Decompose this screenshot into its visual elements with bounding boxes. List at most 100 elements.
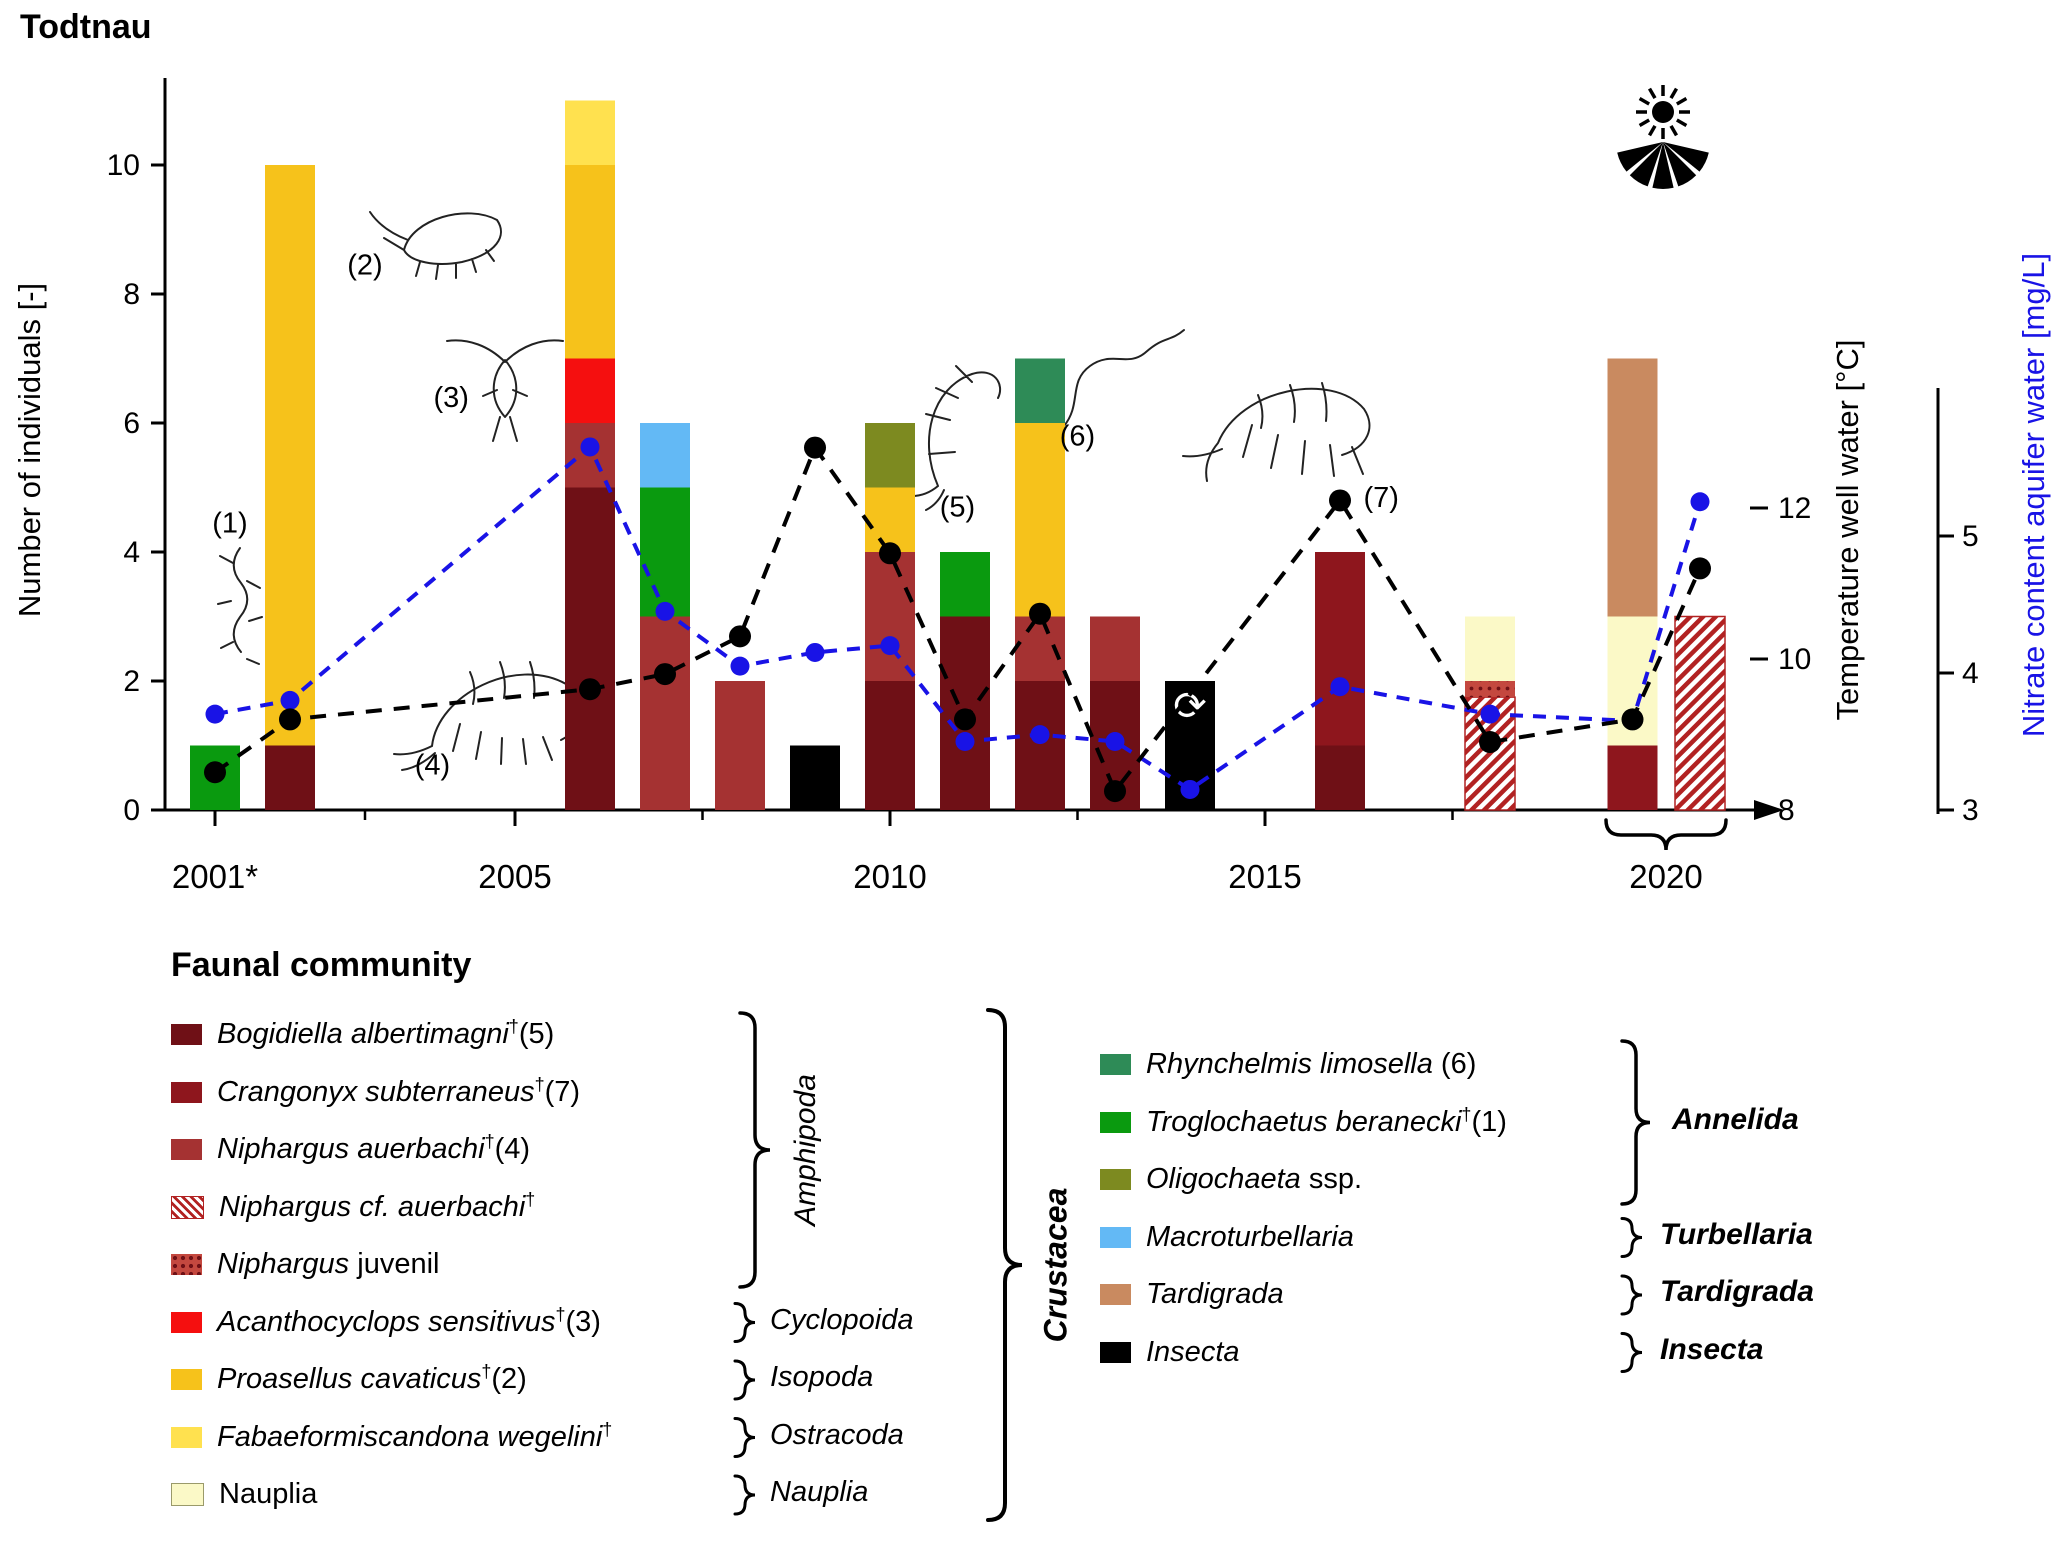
- legend-item-label: Insecta: [1146, 1335, 1240, 1368]
- y-tick-label: 4: [123, 536, 140, 569]
- legend-item-label: Rhynchelmis limosella (6): [1146, 1048, 1477, 1080]
- legend-item-oligochaeta: Oligochaeta ssp.: [1100, 1163, 1362, 1196]
- nauplia-brace: [733, 1474, 756, 1516]
- organism-sketch-5-bogidiella: [911, 365, 1001, 511]
- legend-group-label-ostracoda: Ostracoda: [770, 1418, 904, 1451]
- rhynchelmis-swatch: [1100, 1054, 1131, 1075]
- nitrate-axis-title: Nitrate content aquifer water [mg/L]: [2016, 253, 2051, 737]
- niphargus_juvenil-swatch: [171, 1254, 202, 1275]
- temperature-point-2011: [954, 708, 976, 731]
- y-tick-label: 8: [123, 278, 140, 311]
- x-tick-label: 2015: [1228, 858, 1301, 895]
- temperature-point-2001: [204, 761, 226, 784]
- y-tick-label: 2: [123, 665, 140, 698]
- legend-item-tardigrada: Tardigrada: [1100, 1278, 1284, 1311]
- niphargus_auerbachi-swatch: [171, 1139, 202, 1160]
- year-2020-bracket: [1604, 818, 1728, 851]
- bar-segment-crangonyx-2016: [1315, 552, 1365, 746]
- nitrate-tick-label: 3: [1962, 794, 1979, 827]
- macroturbellaria-swatch: [1100, 1226, 1131, 1248]
- legend-item-label: Nauplia: [219, 1478, 318, 1510]
- temperature-point-2012: [1029, 602, 1051, 625]
- temperature-point-2020.8: [1689, 557, 1711, 580]
- legend-item-proasellus: Proasellus cavaticus†(2): [171, 1361, 527, 1396]
- legend-group-label-crustacea: Crustacea: [1037, 1187, 1074, 1343]
- temperature-point-2008: [729, 625, 751, 648]
- temp-tick-label: 10: [1778, 643, 1811, 676]
- bar-segment-proasellus-2010: [865, 487, 915, 552]
- organism-sketch-7-crangonyx: [1182, 382, 1371, 482]
- legend-item-label: Tardigrada: [1146, 1278, 1284, 1310]
- bar-segment-niphargus_auerbachi-2013: [1090, 616, 1140, 681]
- legend-item-niphargus_cf: Niphargus cf. auerbachi†: [171, 1188, 536, 1224]
- legend-item-label: Crangonyx subterraneus†(7): [217, 1073, 581, 1108]
- chart-canvas: 0 2 4 6 8 10 2001* 2005 2010 2015 2020 Number of in…: [12, 78, 2051, 895]
- crustacea-brace: [986, 1008, 1023, 1522]
- annotation-(2): (2): [347, 250, 382, 282]
- y-tick-label: 6: [123, 407, 140, 440]
- bar-segment-niphargus_auerbachi-2007: [640, 616, 690, 810]
- bar-segment-niphargus_auerbachi-2008: [715, 681, 765, 810]
- bar-segment-macroturbellaria-2007: [640, 423, 690, 488]
- temperature-point-2006: [579, 678, 601, 701]
- legend-item-acanthocyclops: Acanthocyclops sensitivus†(3): [171, 1305, 601, 1339]
- nitrate-point-2001: [205, 704, 225, 724]
- legend-item-label: Proasellus cavaticus†(2): [217, 1361, 527, 1395]
- nitrate-point-2020.8: [1690, 492, 1710, 512]
- legend-group-label-cyclopoida: Cyclopoida: [770, 1303, 914, 1336]
- nitrate-point-2007: [655, 601, 675, 621]
- turbellaria-brace: [1620, 1217, 1643, 1258]
- legend-item-fabaeformiscandona: Fabaeformiscandona wegelini†: [171, 1418, 613, 1454]
- bar-segment-proasellus-2002: [265, 165, 315, 746]
- nitrate-point-2014: [1180, 779, 1200, 799]
- bar-segment-troglochaetus-2007: [640, 487, 690, 617]
- annotation-(4): (4): [415, 750, 450, 782]
- bar-segment-proasellus-2006: [565, 165, 615, 359]
- legend-item-troglochaetus: Troglochaetus beranecki†(1): [1100, 1105, 1507, 1139]
- ostracoda-brace: [733, 1417, 756, 1458]
- legend-item-label: Oligochaeta ssp.: [1146, 1163, 1363, 1195]
- legend-group-label-annelida: Annelida: [1672, 1102, 1799, 1136]
- bar-segment-proasellus-2012: [1015, 423, 1065, 617]
- legend-item-label: Niphargus cf. auerbachi†: [219, 1188, 536, 1223]
- legend-item-label: Niphargus auerbachi†(4): [217, 1131, 531, 1165]
- tardigrada-swatch: [1100, 1284, 1131, 1305]
- temp-tick-label: 12: [1778, 492, 1811, 525]
- oligochaeta-swatch: [1100, 1169, 1131, 1190]
- legend: Faunal community Bogidiella albertimagni…: [0, 940, 2067, 1558]
- legend-item-niphargus_juvenil: Niphargus juvenil: [171, 1248, 439, 1281]
- figure-title: Todtnau: [20, 8, 152, 46]
- temp-tick-label: 8: [1778, 794, 1795, 827]
- nitrate-point-2002: [280, 690, 300, 710]
- tardigrada-brace: [1620, 1274, 1643, 1316]
- bar-segment-bogidiella-2006: [565, 487, 615, 810]
- nitrate-point-2010: [880, 636, 900, 656]
- nitrate-point-2012: [1030, 725, 1050, 745]
- bar-segment-bogidiella-2016: [1315, 745, 1365, 810]
- legend-item-label: Fabaeformiscandona wegelini†: [217, 1418, 613, 1453]
- nitrate-point-2009: [805, 642, 825, 662]
- annelida-brace: [1620, 1039, 1651, 1206]
- legend-group-label-amphipoda: Amphipoda: [789, 1074, 822, 1226]
- nauplia-swatch: [171, 1483, 204, 1506]
- organism-sketch-4-niphargus: [393, 661, 582, 771]
- bar-segment-rhynchelmis-2012: [1015, 358, 1065, 423]
- temperature-point-2007: [654, 663, 676, 686]
- insecta-swatch: [1100, 1341, 1131, 1363]
- annotation-(3): (3): [434, 382, 469, 414]
- legend-item-insecta: Insecta: [1100, 1336, 1240, 1369]
- nitrate-point-2006: [580, 437, 600, 457]
- annotation-(1): (1): [212, 508, 247, 540]
- nitrate-point-2013: [1105, 732, 1125, 751]
- temperature-point-2009: [804, 436, 826, 459]
- bar-segment-oligochaeta-2010: [865, 423, 915, 488]
- organism-sketch-1-troglochaetus: [217, 547, 263, 665]
- temperature-line: [213, 443, 1702, 796]
- legend-item-bogidiella: Bogidiella albertimagni†(5): [171, 1017, 554, 1051]
- isopoda-brace: [733, 1359, 756, 1401]
- bar-segment-niphargus_auerbachi-2010: [865, 552, 915, 681]
- amphipoda-brace: [738, 1011, 771, 1289]
- legend-group-label-insecta: Insecta: [1660, 1332, 1764, 1366]
- acanthocyclops-swatch: [171, 1311, 202, 1333]
